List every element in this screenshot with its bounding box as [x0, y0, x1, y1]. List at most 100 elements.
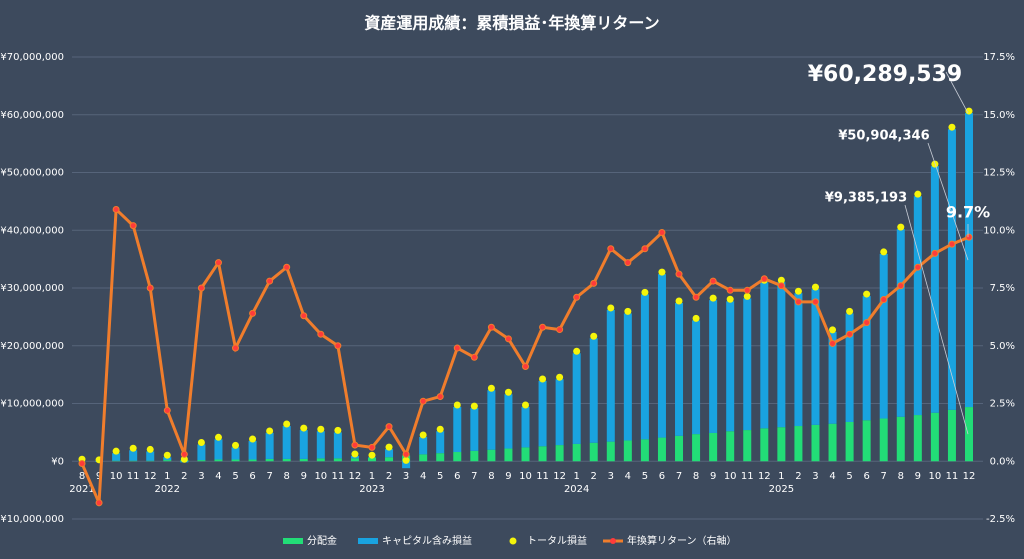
value-label: ¥50,904,346 [838, 129, 929, 144]
point [249, 435, 257, 443]
bar [896, 229, 905, 417]
point [948, 123, 956, 131]
line-marker [607, 245, 615, 253]
y2-tick-label: -2.5% [986, 514, 1015, 525]
legend-swatch [283, 538, 303, 544]
bar [282, 426, 291, 459]
bar [811, 424, 820, 462]
x-tick-label: 8 [898, 471, 904, 482]
x-tick-label: 9 [915, 471, 921, 482]
bar [487, 449, 496, 462]
legend-swatch [509, 537, 517, 545]
line-marker [334, 342, 342, 350]
point [163, 451, 171, 459]
x-year-label: 2022 [155, 484, 180, 495]
bar [504, 394, 513, 449]
point [556, 373, 564, 381]
point [641, 288, 649, 296]
line-marker [692, 293, 700, 301]
legend-label: キャピタル含み損益 [382, 534, 472, 547]
line-marker [146, 284, 154, 292]
y-tick-label: ¥30,000,000 [0, 283, 64, 294]
line-marker [897, 282, 905, 290]
bar [555, 445, 564, 462]
bar [129, 460, 138, 462]
bar [930, 166, 939, 413]
bar [692, 320, 701, 435]
bar [811, 289, 820, 425]
point [112, 447, 120, 455]
bar [606, 441, 615, 462]
point [334, 426, 342, 434]
x-tick-label: 11 [331, 471, 344, 482]
bar [248, 459, 257, 462]
x-tick-label: 3 [198, 471, 204, 482]
y-tick-label: ¥40,000,000 [0, 225, 64, 236]
x-tick-label: 1 [778, 471, 784, 482]
line-marker [522, 363, 529, 371]
point [436, 425, 444, 433]
bar [828, 331, 837, 424]
line-marker [197, 284, 205, 292]
bar [794, 426, 803, 462]
y2-tick-label: 15.0% [983, 110, 1015, 121]
line-marker [249, 309, 257, 317]
point [368, 451, 376, 459]
bar [265, 458, 274, 462]
bar [743, 298, 752, 431]
x-tick-label: 2 [181, 471, 187, 482]
point [351, 450, 359, 458]
bar [538, 446, 547, 462]
x-tick-label: 10 [110, 471, 123, 482]
bar [231, 459, 240, 462]
y2-tick-label: 7.5% [990, 283, 1015, 294]
x-tick-label: 4 [829, 471, 835, 482]
point [811, 283, 819, 291]
y-tick-label: ¥70,000,000 [0, 52, 64, 63]
bar [845, 313, 854, 422]
x-tick-label: 7 [266, 471, 272, 482]
point [266, 427, 274, 435]
y2-tick-label: 0.0% [990, 456, 1015, 467]
bar [316, 431, 325, 459]
x-tick-label: 4 [625, 471, 631, 482]
line-marker [368, 443, 376, 451]
bar [913, 196, 922, 416]
bar [129, 450, 138, 461]
bar [402, 461, 411, 469]
bar [965, 113, 973, 408]
bar [777, 282, 786, 428]
bar [436, 453, 445, 462]
point [487, 384, 495, 392]
x-tick-label: 6 [249, 471, 255, 482]
bar [419, 454, 428, 462]
legend-swatch [358, 538, 378, 544]
x-tick-label: 12 [758, 471, 771, 482]
bar [572, 443, 581, 462]
bar [675, 435, 684, 462]
point [897, 223, 905, 231]
bar [333, 458, 342, 462]
point [214, 433, 222, 441]
y2-tick-label: 10.0% [983, 225, 1015, 236]
bar [146, 451, 155, 461]
bar [879, 253, 888, 419]
x-year-label: 2023 [359, 484, 384, 495]
line-marker [436, 393, 444, 401]
bar [828, 423, 837, 462]
line-marker [283, 263, 291, 271]
point [607, 304, 615, 312]
bar [589, 442, 598, 462]
x-tick-label: 3 [812, 471, 818, 482]
line-marker [232, 344, 240, 352]
bar [112, 460, 121, 462]
x-tick-label: 6 [454, 471, 460, 482]
value-label: ¥60,289,539 [808, 62, 962, 87]
bar [214, 459, 223, 462]
line-marker [726, 286, 734, 294]
point [385, 443, 393, 451]
point [317, 425, 325, 433]
bar [521, 406, 530, 448]
